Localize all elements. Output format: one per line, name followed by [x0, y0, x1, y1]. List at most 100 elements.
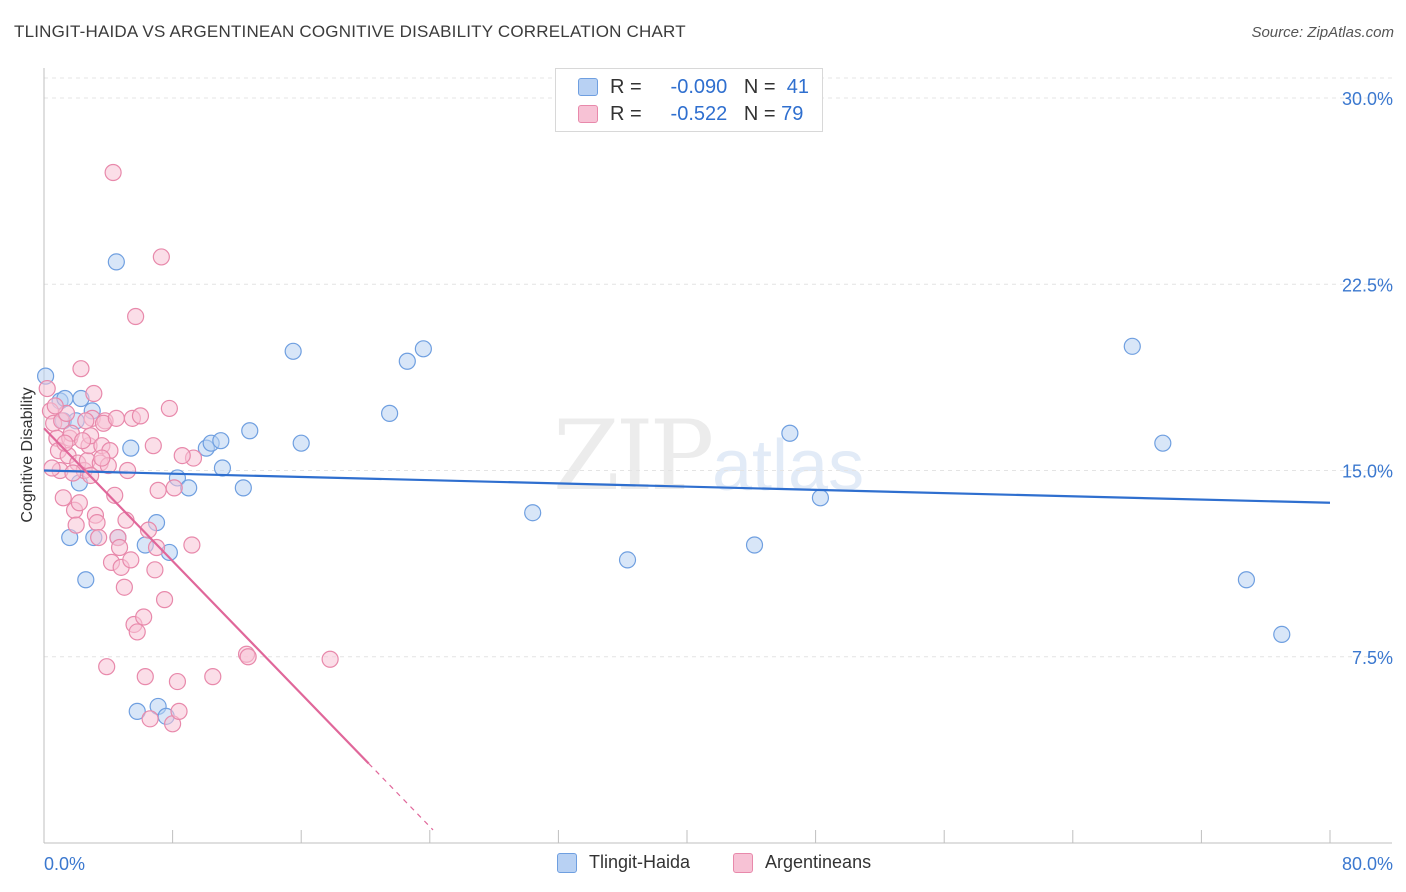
argentinean-point — [73, 432, 92, 450]
tlingit-point — [524, 504, 542, 522]
tlingit-point — [77, 571, 95, 589]
argentinean-point — [127, 307, 145, 326]
legend-r-value: -0.090 — [670, 75, 728, 98]
bottom-legend-swatch-tlingit — [557, 852, 577, 873]
tlingit-trendline — [43, 469, 1331, 504]
bottom-legend-tlingit: Tlingit-Haida — [557, 852, 690, 873]
legend-n-value: 41 — [786, 75, 809, 98]
y-tick-label: 22.5% — [1342, 275, 1393, 295]
tlingit-point — [1123, 337, 1141, 355]
y-tick-label: 7.5% — [1352, 648, 1393, 668]
tlingit-point — [1273, 625, 1291, 644]
legend-swatch-tlingit — [578, 78, 598, 96]
argentinean-point — [173, 447, 191, 465]
argentinean-point — [110, 538, 129, 557]
legend-row-argentineans: R = -0.522 N = 79 — [578, 102, 803, 126]
legend-n-label: N = — [743, 102, 776, 125]
legend-n-value: 79 — [781, 102, 804, 125]
argentinean-point — [38, 379, 56, 398]
tlingit-point — [781, 424, 799, 442]
tlingit-point — [107, 253, 125, 271]
argentinean-point — [77, 412, 95, 430]
argentinean-point — [152, 248, 170, 266]
watermark-zip: ZIP — [553, 400, 714, 512]
y-tick-label: 15.0% — [1342, 462, 1393, 482]
tlingit-point — [618, 551, 637, 569]
legend-row-tlingit: R = -0.090 N = 41 — [578, 75, 809, 99]
legend-swatch-argentineans — [578, 105, 598, 123]
argentinean-point — [122, 551, 140, 569]
argentinean-point — [98, 658, 116, 676]
tlingit-point — [1237, 571, 1256, 589]
tlingit-point — [122, 439, 140, 457]
argentinean-point — [115, 578, 133, 596]
argentinean-point — [141, 710, 159, 728]
legend-r-label: R = — [610, 75, 642, 98]
tlingit-point — [213, 459, 232, 477]
legend-r-label: R = — [610, 102, 642, 125]
argentinean-point — [88, 514, 106, 532]
argentinean-point — [107, 409, 125, 427]
argentinean-point — [155, 591, 174, 609]
bottom-legend-swatch-argentineans — [733, 852, 753, 873]
argentinean-point — [165, 479, 183, 497]
argentinean-point — [321, 650, 339, 668]
tlingit-point — [241, 422, 259, 440]
argentinean-point — [128, 623, 146, 641]
bottom-legend-label-argentineans: Argentineans — [765, 852, 872, 872]
argentinean-point — [160, 399, 178, 418]
tlingit-point — [745, 536, 764, 554]
y-axis-label: Cognitive Disability — [19, 387, 36, 523]
argentinean-point — [170, 702, 188, 720]
argentinean-point — [146, 561, 164, 579]
argentinean-point — [147, 538, 166, 557]
argentinean-point — [104, 163, 122, 182]
argentinean-point — [131, 407, 150, 425]
chart-title: TLINGIT-HAIDA VS ARGENTINEAN COGNITIVE D… — [14, 22, 686, 41]
argentinean-point — [54, 489, 72, 507]
argentinean-point — [85, 384, 103, 403]
argentinean-point — [72, 360, 90, 378]
argentinean-point — [139, 521, 158, 539]
y-tick-label: 30.0% — [1342, 89, 1393, 109]
source-credit: Source: ZipAtlas.com — [1251, 24, 1394, 41]
correlation-legend: R = -0.090 N = 41 R = -0.522 N = 79 — [555, 68, 823, 132]
argentinean-trendline-extension — [368, 763, 434, 831]
tlingit-point — [398, 352, 416, 370]
argentinean-point — [118, 461, 137, 480]
legend-r-value: -0.522 — [670, 102, 728, 125]
tlingit-point — [128, 702, 146, 720]
tlingit-point — [234, 479, 252, 497]
bottom-legend-argentineans: Argentineans — [733, 852, 871, 873]
tlingit-point — [284, 342, 302, 360]
argentinean-point — [64, 464, 82, 482]
legend-n-label: N = — [743, 75, 776, 98]
argentinean-point — [183, 536, 201, 554]
argentinean-point — [168, 672, 187, 691]
argentinean-point — [144, 437, 162, 455]
x-tick-label: 80.0% — [1342, 854, 1393, 874]
argentinean-point — [135, 608, 153, 626]
tlingit-point — [212, 432, 230, 450]
tlingit-point — [1154, 434, 1172, 452]
argentinean-point — [136, 668, 154, 686]
tlingit-point — [414, 340, 432, 358]
tlingit-point — [292, 434, 310, 452]
argentinean-point — [204, 668, 222, 686]
tlingit-point — [811, 489, 830, 507]
argentinean-point — [90, 528, 108, 547]
argentinean-point — [149, 481, 167, 499]
argentinean-point — [106, 486, 124, 504]
argentinean-point — [46, 397, 64, 415]
argentinean-point — [239, 648, 257, 666]
argentinean-point — [43, 459, 61, 477]
x-tick-label: 0.0% — [44, 854, 85, 874]
argentinean-point — [93, 449, 111, 467]
argentinean-point — [67, 516, 85, 534]
argentinean-trendline — [43, 427, 370, 765]
tlingit-point — [180, 479, 198, 497]
bottom-legend-label-tlingit: Tlingit-Haida — [589, 852, 691, 872]
argentinean-point — [70, 494, 88, 512]
tlingit-point — [381, 404, 399, 422]
